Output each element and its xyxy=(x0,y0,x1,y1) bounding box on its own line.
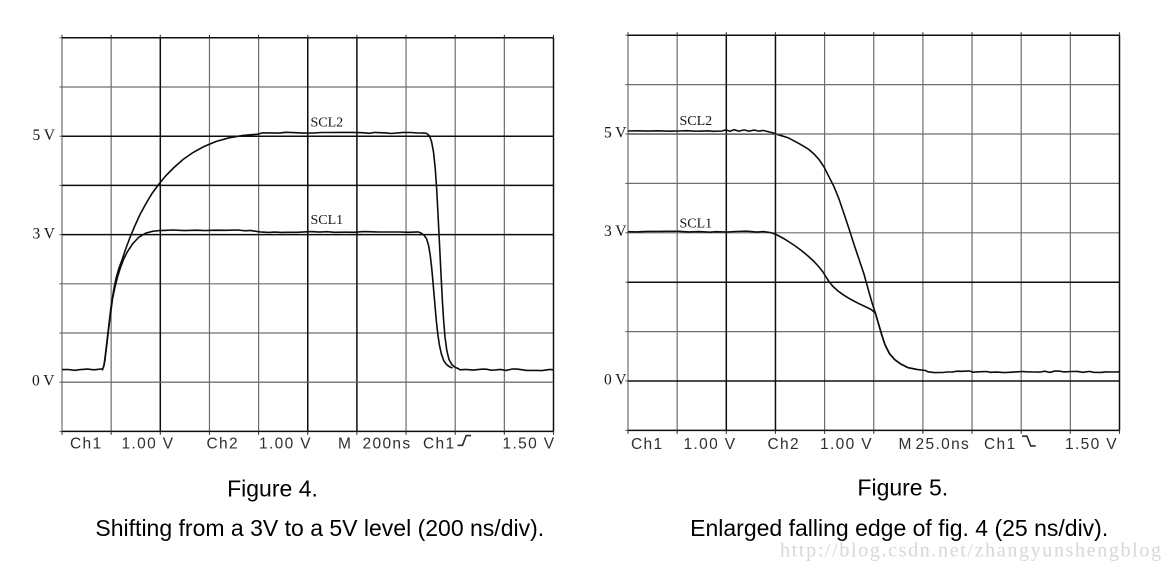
svg-text:3 V: 3 V xyxy=(32,225,55,242)
svg-text:SCL2: SCL2 xyxy=(311,115,344,130)
svg-text:1.00 V: 1.00 V xyxy=(122,436,175,453)
svg-text:5 V: 5 V xyxy=(32,127,55,144)
svg-text:1.50 V: 1.50 V xyxy=(503,436,556,453)
svg-text:SCL1: SCL1 xyxy=(311,213,344,228)
svg-text:M: M xyxy=(338,436,352,453)
svg-text:M: M xyxy=(899,436,913,453)
svg-text:SCL1: SCL1 xyxy=(680,216,713,231)
svg-text:Ch1: Ch1 xyxy=(631,436,663,453)
svg-text:Enlarged falling edge of fig.: Enlarged falling edge of fig. 4 (25 ns/d… xyxy=(690,515,1108,541)
svg-text:5 V: 5 V xyxy=(604,125,627,142)
svg-text:Ch1: Ch1 xyxy=(70,436,102,453)
svg-text:1.00 V: 1.00 V xyxy=(259,436,312,453)
svg-text:1.50 V: 1.50 V xyxy=(1065,436,1118,453)
svg-text:SCL2: SCL2 xyxy=(680,114,713,129)
svg-text:Ch2: Ch2 xyxy=(768,436,800,453)
svg-text:3 V: 3 V xyxy=(604,223,627,240)
svg-text:0 V: 0 V xyxy=(604,372,627,389)
svg-text:Ch1: Ch1 xyxy=(984,436,1016,453)
svg-text:Figure 4.: Figure 4. xyxy=(227,475,318,501)
svg-text:0 V: 0 V xyxy=(32,373,55,390)
svg-text:http://blog.csdn.net/zhangyuns: http://blog.csdn.net/zhangyunshengblog xyxy=(780,540,1163,562)
svg-text:Figure 5.: Figure 5. xyxy=(857,475,948,501)
svg-text:25.0ns: 25.0ns xyxy=(916,436,971,453)
svg-text:1.00 V: 1.00 V xyxy=(684,436,737,453)
svg-text:200ns: 200ns xyxy=(363,436,412,453)
svg-text:Shifting from a 3V to a 5V lev: Shifting from a 3V to a 5V level (200 ns… xyxy=(95,515,544,541)
svg-text:Ch1: Ch1 xyxy=(423,436,455,453)
svg-text:Ch2: Ch2 xyxy=(207,436,239,453)
svg-text:1.00 V: 1.00 V xyxy=(820,436,873,453)
